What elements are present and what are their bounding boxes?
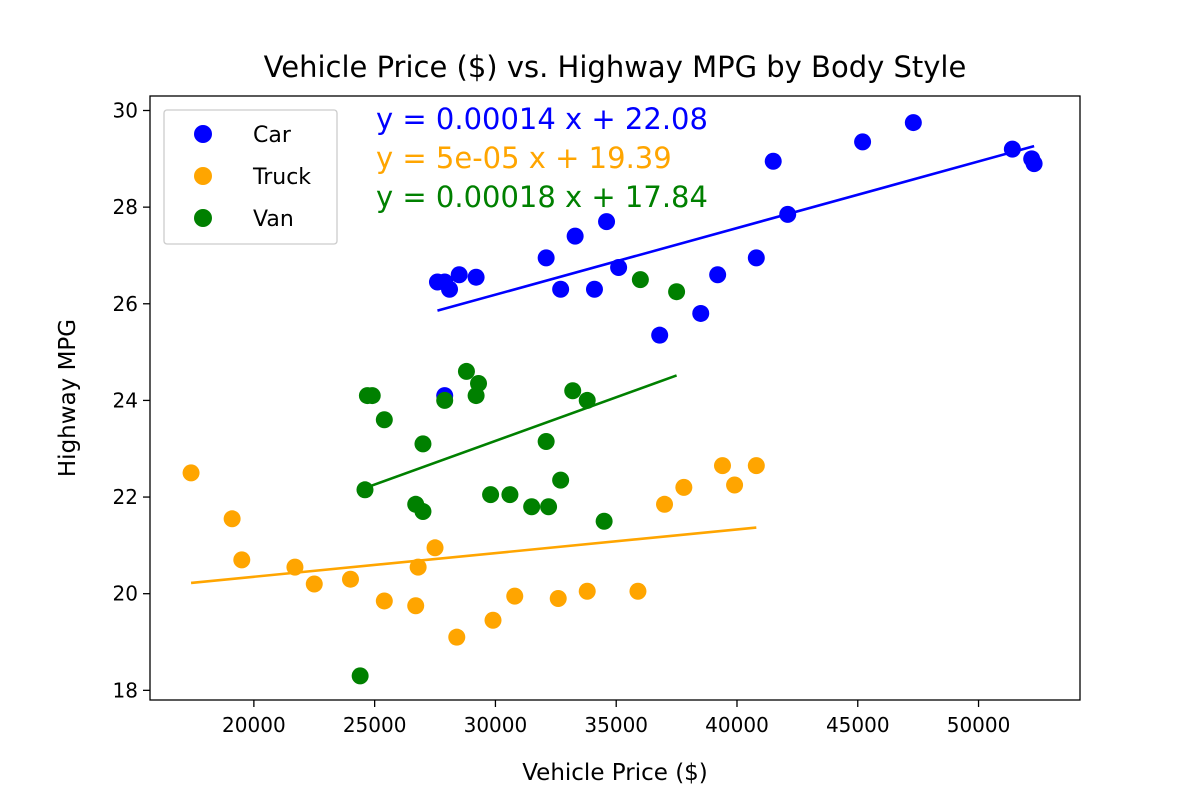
data-point-car [467, 268, 485, 286]
data-point-van [436, 391, 454, 409]
data-point-car [764, 152, 782, 170]
data-point-car [552, 280, 570, 298]
y-tick-label: 30 [113, 98, 138, 122]
data-point-truck [549, 590, 567, 608]
data-point-van [631, 271, 649, 289]
data-point-van [375, 411, 393, 429]
data-point-truck [629, 582, 647, 600]
data-point-car [450, 266, 468, 284]
data-point-van [482, 486, 500, 504]
data-point-car [904, 114, 922, 132]
y-tick-label: 18 [113, 678, 138, 702]
data-point-car [566, 227, 584, 245]
data-point-truck [713, 457, 731, 475]
data-point-car [537, 249, 555, 267]
data-point-van [414, 503, 432, 521]
data-point-truck [182, 464, 200, 482]
x-tick-label: 50000 [947, 713, 1011, 737]
data-point-truck [675, 478, 693, 496]
data-point-truck [223, 510, 241, 528]
y-tick-label: 28 [113, 195, 138, 219]
data-point-car [585, 280, 603, 298]
data-point-truck [578, 582, 596, 600]
x-tick-label: 25000 [343, 713, 407, 737]
data-point-truck [656, 495, 674, 513]
data-point-van [363, 387, 381, 405]
data-point-truck [375, 592, 393, 610]
data-point-car [1025, 155, 1043, 173]
data-point-van [540, 498, 558, 516]
data-point-van [356, 481, 374, 499]
x-tick-label: 20000 [222, 713, 286, 737]
data-point-van [564, 382, 582, 400]
y-tick-label: 20 [113, 582, 138, 606]
legend-frame [163, 109, 338, 245]
data-point-truck [305, 575, 323, 593]
data-point-car [747, 249, 765, 267]
data-point-truck [448, 628, 466, 646]
data-point-truck [341, 570, 359, 588]
data-point-van [501, 486, 519, 504]
legend-label-van: Van [253, 207, 294, 232]
data-point-van [537, 432, 555, 450]
data-point-car [441, 280, 459, 298]
y-axis: 18 20 22 24 26 28 30 [113, 98, 150, 702]
data-point-car [779, 205, 797, 223]
fit-line-van [364, 374, 678, 490]
y-tick-label: 24 [113, 388, 138, 412]
data-point-truck [747, 457, 765, 475]
y-axis-label: Highway MPG [55, 319, 81, 477]
data-point-truck [484, 611, 502, 629]
x-tick-label: 35000 [584, 713, 648, 737]
data-points [182, 114, 1043, 685]
data-point-van [470, 375, 488, 393]
data-point-truck [409, 558, 427, 576]
data-point-van [351, 667, 369, 685]
fit-equations: y = 0.00014 x + 22.08 y = 5e-05 x + 19.39… [376, 102, 708, 214]
data-point-truck [426, 539, 444, 557]
data-point-truck [506, 587, 524, 605]
equation-car: y = 0.00014 x + 22.08 [376, 102, 708, 136]
fit-lines [190, 144, 1035, 585]
data-point-car [709, 266, 727, 284]
legend-label-car: Car [253, 123, 292, 148]
legend-marker-truck [194, 167, 212, 185]
equation-truck: y = 5e-05 x + 19.39 [376, 141, 672, 175]
x-tick-label: 30000 [464, 713, 528, 737]
legend-marker-car [194, 125, 212, 143]
x-axis: 20000 25000 30000 35000 40000 45000 50000 [222, 700, 1010, 737]
legend-label-truck: Truck [252, 165, 311, 190]
data-point-van [523, 498, 541, 516]
data-point-car [692, 304, 710, 322]
data-point-car [651, 326, 669, 344]
chart-title: Vehicle Price ($) vs. Highway MPG by Bod… [264, 50, 967, 84]
data-point-car [598, 213, 616, 231]
legend-marker-van [194, 209, 212, 227]
legend: Car Truck Van [163, 109, 338, 245]
data-point-truck [726, 476, 744, 494]
data-point-car [854, 133, 872, 151]
data-point-truck [407, 597, 425, 615]
data-point-truck [233, 551, 251, 569]
y-tick-label: 22 [113, 485, 138, 509]
fit-line-truck [190, 526, 757, 585]
equation-van: y = 0.00018 x + 17.84 [376, 180, 708, 214]
data-point-van [595, 512, 613, 530]
x-tick-label: 40000 [705, 713, 769, 737]
data-point-van [668, 283, 686, 301]
plot-area [149, 95, 1081, 701]
y-tick-label: 26 [113, 292, 138, 316]
fit-line-car [437, 144, 1035, 312]
data-point-van [414, 435, 432, 453]
data-point-van [578, 391, 596, 409]
data-point-van [552, 471, 570, 489]
x-tick-label: 45000 [826, 713, 890, 737]
data-point-van [457, 362, 475, 380]
data-point-car [1003, 140, 1021, 158]
data-point-car [610, 259, 628, 277]
x-axis-label: Vehicle Price ($) [522, 760, 708, 786]
data-point-truck [286, 558, 304, 576]
